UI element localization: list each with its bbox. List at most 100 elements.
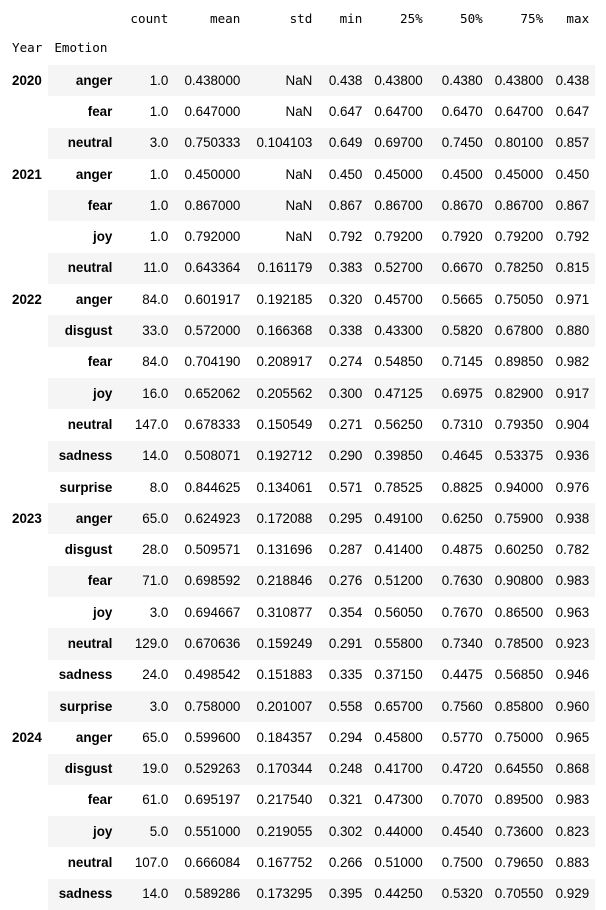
value-cell-max: 0.917 <box>549 377 596 410</box>
value-cell-min: 0.867 <box>318 190 369 222</box>
value-cell-max: 0.857 <box>549 127 596 159</box>
value-cell-min: 0.300 <box>318 377 369 410</box>
table-row: 2020 anger 1.0 0.438000 NaN 0.438 0.43800 0.438… <box>6 65 596 159</box>
value-cell-min: 0.248 <box>318 753 369 785</box>
value-cell-min: 0.302 <box>318 816 369 848</box>
value-cell-mean: 0.643364 <box>174 252 247 285</box>
emotion-index-cell: anger <box>48 503 119 535</box>
value-cell-count: 14.0 <box>118 440 175 472</box>
value-cell-mean: 0.844625 <box>174 471 247 504</box>
value-cell-50pct: 0.7310 <box>428 409 489 441</box>
emotion-index-cell: disgust <box>48 315 119 347</box>
table-row: 2023 anger 65.0 0.624923 0.172088 0.295 0.4910… <box>6 503 596 723</box>
value-cell-max: 0.880 <box>549 315 596 347</box>
value-cell-75pct: 0.64700 <box>488 96 550 128</box>
value-cell-std: 0.208917 <box>246 346 319 378</box>
value-cell-std: 0.173295 <box>246 878 319 910</box>
value-cell-count: 1.0 <box>118 190 175 222</box>
value-cell-50pct: 0.7560 <box>428 690 489 723</box>
value-cell-25pct: 0.45800 <box>368 722 429 754</box>
column-header-count: count <box>130 11 169 26</box>
value-cell-max: 0.963 <box>549 597 596 629</box>
year-index-cell: 2023 <box>6 503 49 723</box>
column-header-std: std <box>289 11 313 26</box>
value-cell-50pct: 0.7145 <box>428 346 489 378</box>
year-index-cell: 2020 <box>6 65 49 159</box>
value-cell-std: NaN <box>246 158 319 191</box>
value-cell-max: 0.929 <box>549 878 596 910</box>
emotion-index-cell: surprise <box>48 690 119 723</box>
value-cell-count: 1.0 <box>118 65 175 97</box>
value-cell-75pct: 0.53375 <box>488 440 550 472</box>
table-body: 2020 anger 1.0 0.438000 NaN 0.438 0.43800 0.438… <box>6 65 596 910</box>
column-header-mean: mean <box>210 11 241 26</box>
value-cell-max: 0.438 <box>549 65 596 97</box>
value-cell-count: 71.0 <box>118 565 175 598</box>
column-header-row: count mean std min 25% 50% 75% max <box>6 0 595 38</box>
value-cell-max: 0.883 <box>549 847 596 879</box>
value-cell-75pct: 0.89850 <box>488 346 550 378</box>
value-cell-50pct: 0.4720 <box>428 753 489 785</box>
emotion-index-cell: joy <box>48 597 119 629</box>
emotion-index-cell: sadness <box>48 440 119 472</box>
describe-table: count mean std min 25% 50% 75% max Year … <box>6 0 596 910</box>
value-cell-50pct: 0.4645 <box>428 440 489 472</box>
value-cell-25pct: 0.45700 <box>368 284 429 316</box>
table-row: surprise 3.0 0.758000 0.201007 0.558 0.65700 0… <box>6 690 596 723</box>
table-row: sadness 14.0 0.589286 0.173295 0.395 0.44250 0… <box>6 878 596 910</box>
table-row: 2021 anger 1.0 0.450000 NaN 0.450 0.45000 0.450… <box>6 158 596 285</box>
value-cell-std: 0.218846 <box>246 565 319 598</box>
value-cell-count: 8.0 <box>118 471 175 504</box>
emotion-index-cell: joy <box>48 816 119 848</box>
value-cell-max: 0.946 <box>549 659 596 691</box>
value-cell-50pct: 0.6470 <box>428 96 489 128</box>
value-cell-25pct: 0.56050 <box>368 597 429 629</box>
value-cell-std: 0.217540 <box>246 784 319 817</box>
value-cell-count: 84.0 <box>118 284 175 316</box>
emotion-index-cell: fear <box>48 346 119 378</box>
value-cell-min: 0.295 <box>318 503 369 535</box>
value-cell-50pct: 0.6975 <box>428 377 489 410</box>
value-cell-count: 84.0 <box>118 346 175 378</box>
value-cell-count: 1.0 <box>118 221 175 253</box>
value-cell-50pct: 0.7500 <box>428 847 489 879</box>
value-cell-min: 0.287 <box>318 534 369 566</box>
value-cell-max: 0.823 <box>549 816 596 848</box>
value-cell-count: 147.0 <box>118 409 175 441</box>
value-cell-25pct: 0.45000 <box>368 158 429 191</box>
value-cell-max: 0.983 <box>549 784 596 817</box>
value-cell-mean: 0.589286 <box>174 878 247 910</box>
value-cell-min: 0.571 <box>318 471 369 504</box>
value-cell-count: 65.0 <box>118 722 175 754</box>
value-cell-min: 0.321 <box>318 784 369 817</box>
value-cell-50pct: 0.7450 <box>428 127 489 159</box>
value-cell-25pct: 0.44250 <box>368 878 429 910</box>
column-header-25pct: 25% <box>400 11 423 26</box>
value-cell-mean: 0.666084 <box>174 847 247 879</box>
table-row: sadness 24.0 0.498542 0.151883 0.335 0.37150 0… <box>6 659 596 691</box>
emotion-index-cell: fear <box>48 565 119 598</box>
value-cell-75pct: 0.75050 <box>488 284 550 316</box>
value-cell-max: 0.983 <box>549 565 596 598</box>
value-cell-min: 0.558 <box>318 690 369 723</box>
value-cell-75pct: 0.75000 <box>488 722 550 754</box>
value-cell-count: 65.0 <box>118 503 175 535</box>
value-cell-50pct: 0.8825 <box>428 471 489 504</box>
value-cell-min: 0.649 <box>318 127 369 159</box>
value-cell-25pct: 0.41700 <box>368 753 429 785</box>
value-cell-75pct: 0.79200 <box>488 221 550 253</box>
value-cell-mean: 0.750333 <box>174 127 247 159</box>
value-cell-max: 0.938 <box>549 503 596 535</box>
table-row: 2024 anger 65.0 0.599600 0.184357 0.294 0.4580… <box>6 722 596 910</box>
value-cell-25pct: 0.47300 <box>368 784 429 817</box>
value-cell-50pct: 0.7340 <box>428 628 489 660</box>
value-cell-max: 0.965 <box>549 722 596 754</box>
value-cell-25pct: 0.79200 <box>368 221 429 253</box>
value-cell-std: 0.310877 <box>246 597 319 629</box>
value-cell-25pct: 0.86700 <box>368 190 429 222</box>
value-cell-min: 0.274 <box>318 346 369 378</box>
value-cell-std: 0.201007 <box>246 690 319 723</box>
value-cell-std: NaN <box>246 221 319 253</box>
table-row: fear 71.0 0.698592 0.218846 0.276 0.51200 0.76… <box>6 565 596 598</box>
emotion-index-cell: sadness <box>48 659 119 691</box>
